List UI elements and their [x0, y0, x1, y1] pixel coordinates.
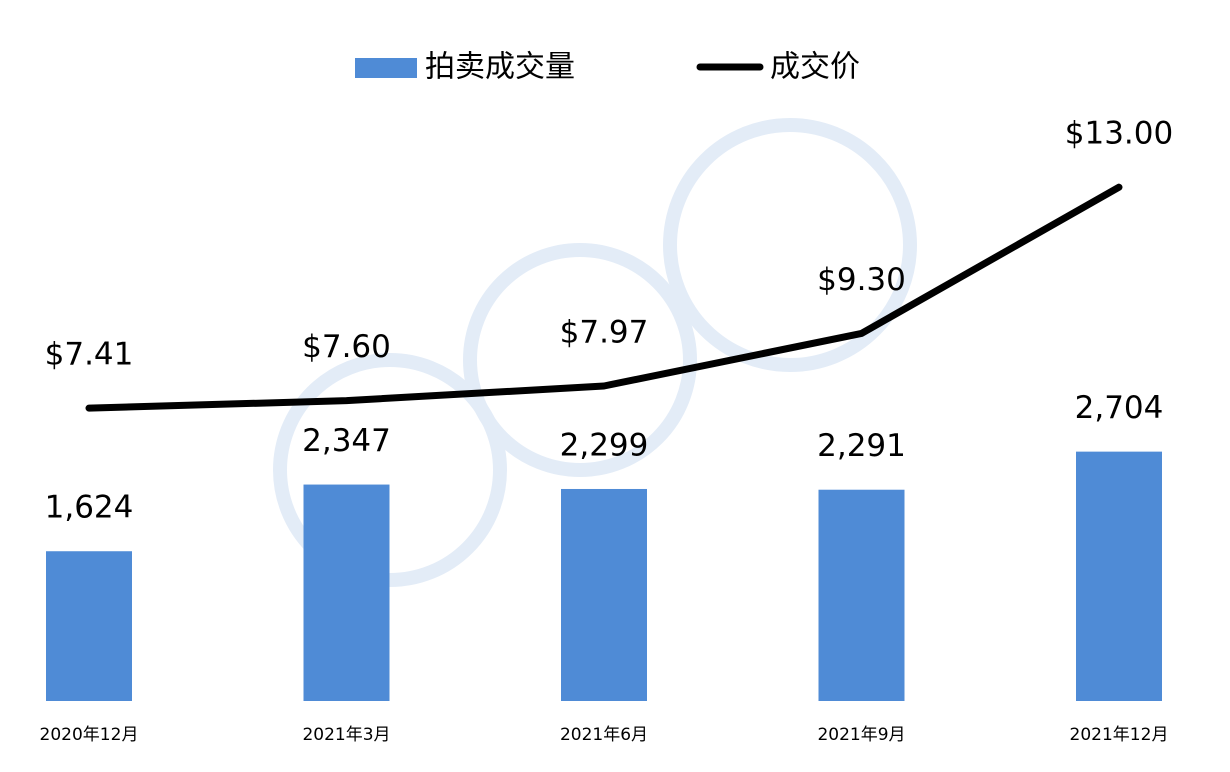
- x-tick-label: 2021年12月: [1070, 725, 1169, 745]
- bar: [561, 488, 647, 701]
- line-value-label: $13.00: [1065, 116, 1173, 152]
- bar: [303, 484, 390, 701]
- x-tick-label: 2021年9月: [817, 725, 905, 745]
- bar-value-label: 2,291: [817, 428, 906, 464]
- line-value-label: $7.97: [560, 314, 649, 350]
- line-value-label: $7.60: [302, 329, 391, 365]
- bar-value-label: 2,299: [560, 427, 649, 463]
- line-value-label: $9.30: [817, 262, 906, 298]
- bar: [46, 551, 132, 701]
- legend-label: 成交价: [770, 50, 860, 85]
- legend-label: 拍卖成交量: [425, 50, 575, 85]
- legend-swatch: [355, 58, 417, 78]
- x-tick-label: 2021年6月: [560, 725, 648, 745]
- bar: [1076, 451, 1162, 701]
- bar-value-label: 1,624: [45, 490, 134, 526]
- bar-value-label: 2,347: [302, 423, 391, 459]
- line-value-label: $7.41: [45, 337, 134, 373]
- x-tick-label: 2020年12月: [40, 725, 139, 745]
- watermark: [273, 118, 917, 587]
- price-line: [85, 183, 1123, 412]
- x-tick-label: 2021年3月: [302, 725, 390, 745]
- bar-value-label: 2,704: [1075, 390, 1164, 426]
- bar: [818, 489, 905, 701]
